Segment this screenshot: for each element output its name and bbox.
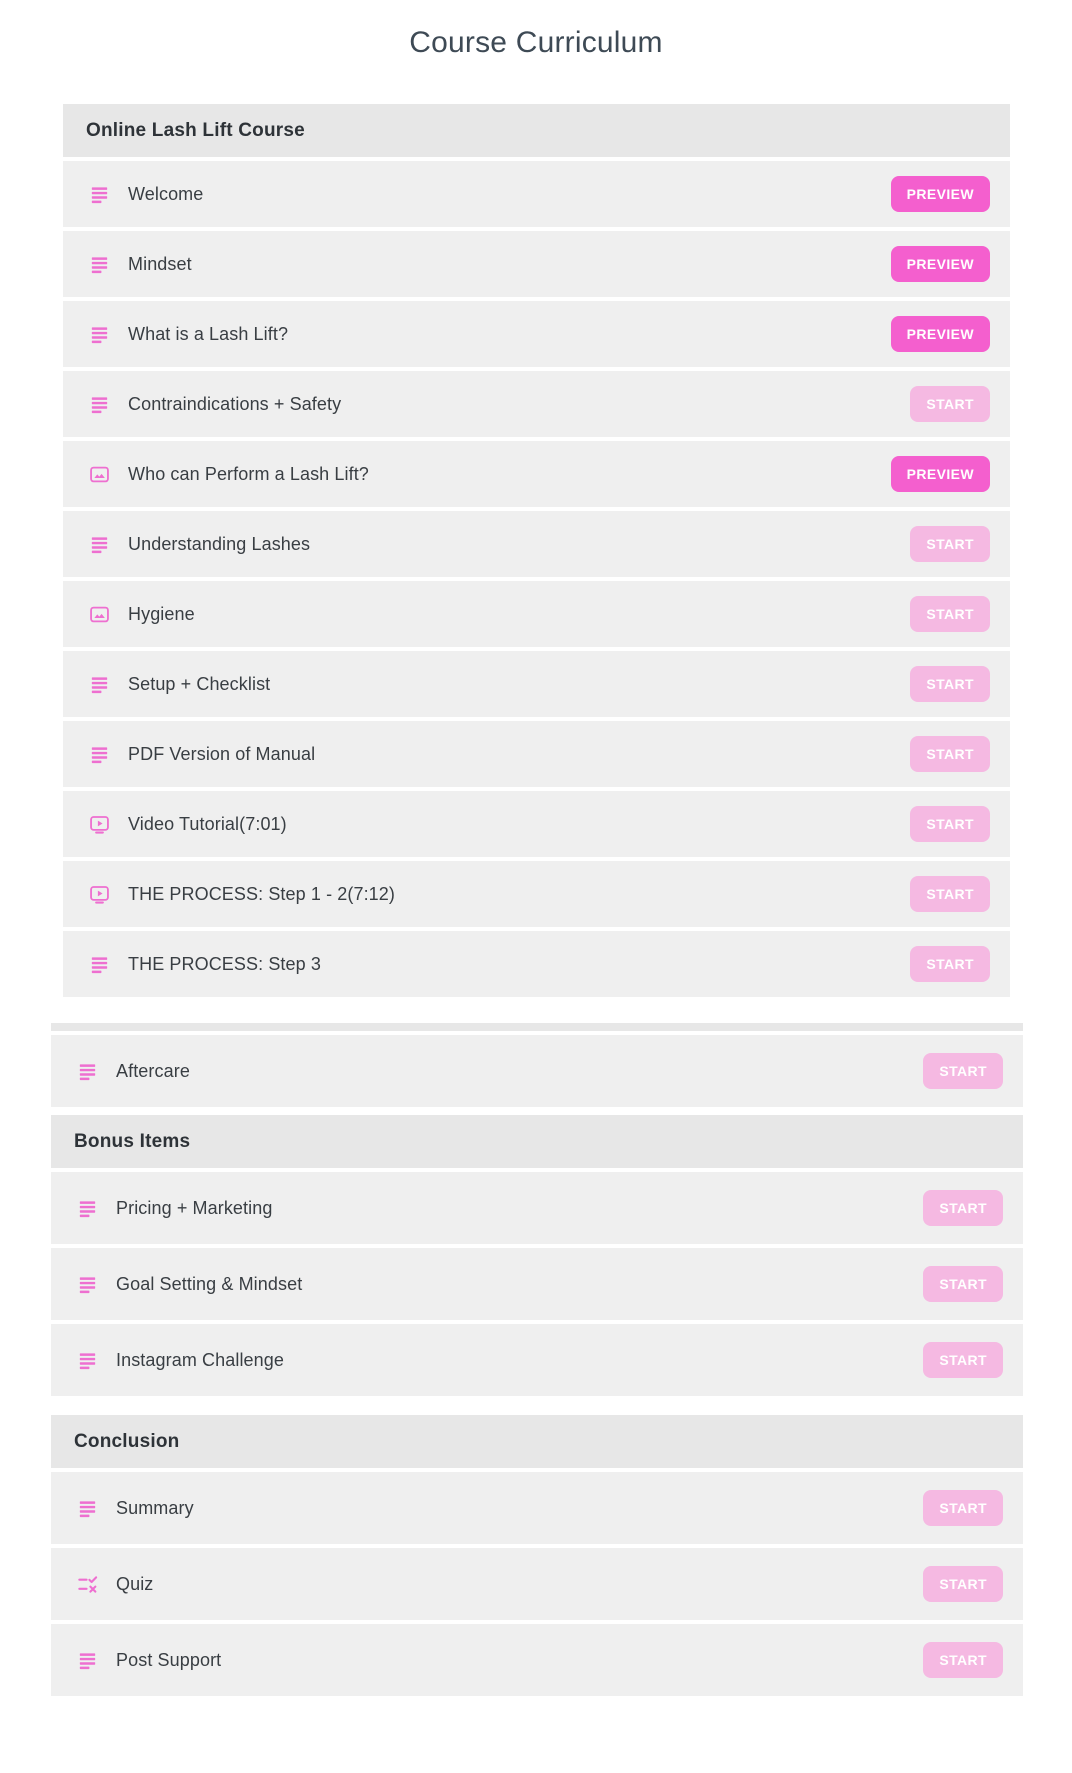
text-lesson-icon: [75, 1272, 99, 1296]
text-lesson-icon: [75, 1348, 99, 1372]
video-lesson-icon: [87, 882, 111, 906]
text-lesson-icon: [87, 952, 111, 976]
start-button[interactable]: START: [923, 1490, 1003, 1526]
text-lesson-icon: [87, 322, 111, 346]
lesson-title: Post Support: [116, 1649, 222, 1670]
image-lesson-icon: [87, 462, 111, 486]
lesson-title: Understanding Lashes: [128, 533, 311, 554]
lesson-title: Video Tutorial(7:01): [128, 813, 287, 834]
lesson-row[interactable]: Summary START: [51, 1472, 1023, 1544]
preview-button[interactable]: PREVIEW: [890, 316, 990, 352]
start-button[interactable]: START: [923, 1342, 1003, 1378]
lesson-title: Mindset: [128, 253, 192, 274]
lesson-title: Welcome: [128, 183, 204, 204]
start-button[interactable]: START: [923, 1266, 1003, 1302]
video-lesson-icon: [87, 812, 111, 836]
text-lesson-icon: [75, 1496, 99, 1520]
lesson-row[interactable]: Contraindications + Safety START: [63, 371, 1010, 437]
lesson-title: Quiz: [116, 1573, 154, 1594]
text-lesson-icon: [75, 1196, 99, 1220]
start-button[interactable]: START: [910, 946, 990, 982]
text-lesson-icon: [87, 252, 111, 276]
lesson-title: Goal Setting & Mindset: [116, 1273, 303, 1294]
section-card: Bonus Items Pricing + Marketing START Goal …: [51, 1115, 1023, 1396]
start-button[interactable]: START: [910, 736, 990, 772]
lesson-title: Pricing + Marketing: [116, 1197, 273, 1218]
lesson-row[interactable]: THE PROCESS: Step 1 - 2(7:12) START: [63, 861, 1010, 927]
start-button[interactable]: START: [923, 1566, 1003, 1602]
text-lesson-icon: [75, 1059, 99, 1083]
lesson-row[interactable]: Setup + Checklist START: [63, 651, 1010, 717]
lesson-title: Aftercare: [116, 1060, 190, 1081]
section-header: [51, 1023, 1023, 1031]
bottom-spacer: [0, 1696, 1072, 1771]
lesson-row[interactable]: PDF Version of Manual START: [63, 721, 1010, 787]
lesson-title: Summary: [116, 1497, 194, 1518]
lesson-row[interactable]: Who can Perform a Lash Lift? PREVIEW: [63, 441, 1010, 507]
section-header: Online Lash Lift Course: [63, 104, 1010, 157]
lesson-title: Who can Perform a Lash Lift?: [128, 463, 369, 484]
lesson-row[interactable]: Mindset PREVIEW: [63, 231, 1010, 297]
text-lesson-icon: [87, 742, 111, 766]
start-button[interactable]: START: [910, 386, 990, 422]
lesson-row[interactable]: Welcome PREVIEW: [63, 161, 1010, 227]
start-button[interactable]: START: [910, 806, 990, 842]
lesson-title: Contraindications + Safety: [128, 393, 342, 414]
lesson-title: THE PROCESS: Step 1 - 2(7:12): [128, 883, 395, 904]
lesson-row[interactable]: Post Support START: [51, 1624, 1023, 1696]
start-button[interactable]: START: [923, 1053, 1003, 1089]
lesson-title: THE PROCESS: Step 3: [128, 953, 321, 974]
lesson-title: Setup + Checklist: [128, 673, 271, 694]
start-button[interactable]: START: [910, 526, 990, 562]
preview-button[interactable]: PREVIEW: [890, 456, 990, 492]
section-header: Bonus Items: [51, 1115, 1023, 1168]
lesson-title: PDF Version of Manual: [128, 743, 316, 764]
text-lesson-icon: [87, 672, 111, 696]
lesson-row[interactable]: Video Tutorial(7:01) START: [63, 791, 1010, 857]
lesson-row[interactable]: Understanding Lashes START: [63, 511, 1010, 577]
lesson-title: Hygiene: [128, 603, 195, 624]
lesson-row[interactable]: Quiz START: [51, 1548, 1023, 1620]
lesson-row[interactable]: Aftercare START: [51, 1035, 1023, 1107]
lesson-row[interactable]: Pricing + Marketing START: [51, 1172, 1023, 1244]
lesson-row[interactable]: What is a Lash Lift? PREVIEW: [63, 301, 1010, 367]
text-lesson-icon: [87, 532, 111, 556]
image-lesson-icon: [87, 602, 111, 626]
lesson-row[interactable]: Instagram Challenge START: [51, 1324, 1023, 1396]
preview-button[interactable]: PREVIEW: [890, 176, 990, 212]
start-button[interactable]: START: [910, 666, 990, 702]
curriculum-sections: Online Lash Lift Course Welcome PREVIEW Min…: [0, 104, 1072, 1696]
text-lesson-icon: [87, 392, 111, 416]
lesson-title: Instagram Challenge: [116, 1349, 284, 1370]
lesson-row[interactable]: THE PROCESS: Step 3 START: [63, 931, 1010, 997]
text-lesson-icon: [75, 1648, 99, 1672]
start-button[interactable]: START: [923, 1642, 1003, 1678]
start-button[interactable]: START: [910, 876, 990, 912]
quiz-lesson-icon: [75, 1572, 99, 1596]
lesson-row[interactable]: Goal Setting & Mindset START: [51, 1248, 1023, 1320]
lesson-title: What is a Lash Lift?: [128, 323, 289, 344]
start-button[interactable]: START: [910, 596, 990, 632]
lesson-row[interactable]: Hygiene START: [63, 581, 1010, 647]
preview-button[interactable]: PREVIEW: [890, 246, 990, 282]
start-button[interactable]: START: [923, 1190, 1003, 1226]
text-lesson-icon: [87, 182, 111, 206]
section-card: Online Lash Lift Course Welcome PREVIEW Min…: [63, 104, 1010, 997]
section-header: Conclusion: [51, 1415, 1023, 1468]
section-card: Aftercare START: [51, 1023, 1023, 1107]
page-title: Course Curriculum: [409, 26, 663, 59]
section-card: Conclusion Summary START Quiz START Post Supp…: [51, 1415, 1023, 1696]
